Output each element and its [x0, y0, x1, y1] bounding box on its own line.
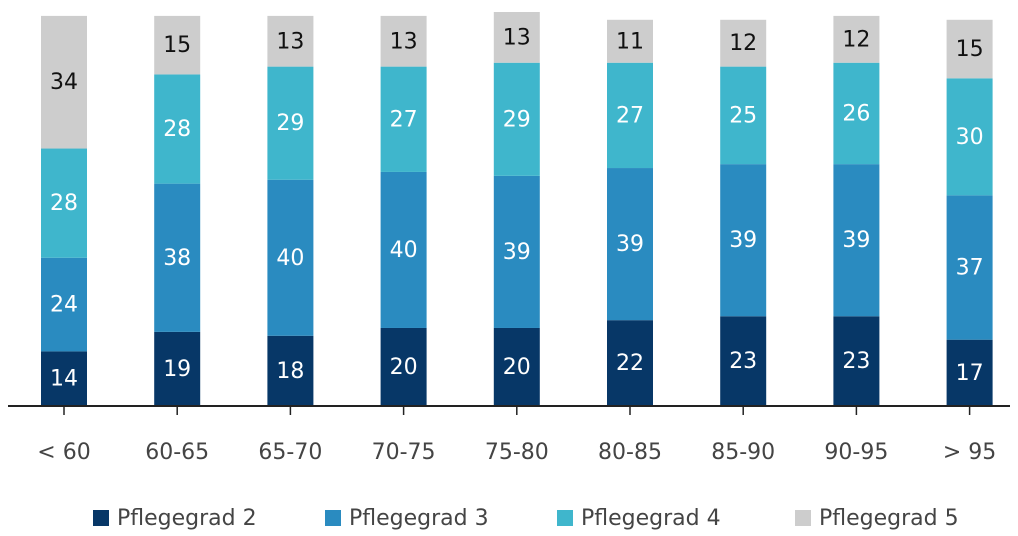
x-tick-label: 80-85 — [598, 440, 662, 465]
value-label: 34 — [50, 70, 78, 95]
bar-segment — [41, 351, 87, 406]
bar-segment — [493, 12, 540, 63]
value-label: 39 — [842, 228, 870, 253]
bar-segment — [154, 15, 201, 75]
bar-segment — [380, 66, 427, 172]
bar-segment — [41, 148, 87, 258]
value-label: 39 — [616, 232, 644, 257]
bar-segment — [493, 327, 540, 406]
bar-segment — [720, 66, 767, 165]
value-label: 29 — [276, 111, 304, 136]
x-tick-label: 65-70 — [258, 440, 322, 465]
legend-label: Pflegegrad 4 — [581, 506, 721, 531]
bar-segment — [380, 15, 427, 67]
value-label: 11 — [616, 29, 644, 54]
x-tick-label: < 60 — [37, 440, 90, 465]
x-tick-label: 75-80 — [485, 440, 549, 465]
value-label: 19 — [163, 357, 191, 382]
value-label: 27 — [616, 103, 644, 128]
value-label: 23 — [842, 349, 870, 374]
legend-swatch — [557, 510, 573, 526]
value-label: 26 — [842, 101, 870, 126]
bar-segment — [946, 195, 993, 340]
value-label: 20 — [390, 355, 418, 380]
value-label: 25 — [729, 103, 757, 128]
bar-segment — [833, 316, 880, 406]
value-label: 12 — [729, 31, 757, 56]
value-label: 30 — [956, 125, 984, 150]
value-label: 12 — [842, 27, 870, 52]
value-label: 39 — [503, 240, 531, 265]
value-label: 13 — [503, 25, 531, 50]
x-tick-label: 60-65 — [145, 440, 209, 465]
bar-segment — [833, 62, 880, 165]
value-label: 23 — [729, 349, 757, 374]
bar-segment — [946, 339, 993, 406]
x-tick-label: 70-75 — [372, 440, 436, 465]
value-label: 17 — [956, 361, 984, 386]
legend-swatch — [93, 510, 109, 526]
bar-segment — [493, 175, 540, 328]
bar-segment — [267, 335, 314, 406]
legend-swatch — [795, 510, 811, 526]
bar-segment — [946, 78, 993, 196]
value-label: 13 — [390, 29, 418, 54]
x-tick-label: > 95 — [943, 440, 996, 465]
bar-segment — [267, 15, 314, 67]
value-label: 24 — [50, 293, 78, 318]
value-label: 15 — [956, 37, 984, 62]
bar-segment — [154, 183, 201, 332]
value-label: 27 — [390, 107, 418, 132]
value-label: 13 — [276, 29, 304, 54]
bar-segment — [946, 19, 993, 79]
bar-segment — [833, 15, 880, 63]
bar-segment — [833, 164, 880, 317]
bar-segment — [720, 316, 767, 406]
bar-segment — [720, 164, 767, 317]
bar-segment — [493, 62, 540, 176]
value-label: 18 — [276, 359, 304, 384]
bar-segment — [380, 171, 427, 328]
value-label: 14 — [50, 367, 78, 392]
bar-segment — [267, 66, 314, 180]
value-label: 40 — [276, 246, 304, 271]
x-tick-label: 90-95 — [824, 440, 888, 465]
bar-segment — [41, 257, 87, 352]
value-label: 29 — [503, 107, 531, 132]
value-label: 15 — [163, 33, 191, 58]
value-label: 22 — [616, 351, 644, 376]
bar-segment — [267, 179, 314, 336]
x-tick-label: 85-90 — [711, 440, 775, 465]
legend-swatch — [325, 510, 341, 526]
bar-segment — [607, 19, 653, 63]
bar-segment — [607, 62, 653, 169]
value-label: 28 — [50, 191, 78, 216]
value-label: 20 — [503, 355, 531, 380]
bar-segment — [720, 19, 767, 67]
legend-label: Pflegegrad 3 — [349, 506, 489, 531]
legend-label: Pflegegrad 2 — [117, 506, 257, 531]
value-label: 40 — [390, 238, 418, 263]
value-label: 38 — [163, 246, 191, 271]
bar-segment — [41, 15, 87, 149]
bar-segment — [154, 331, 201, 406]
bar-segment — [380, 327, 427, 406]
value-label: 28 — [163, 117, 191, 142]
bar-segment — [607, 320, 653, 406]
value-label: 37 — [956, 256, 984, 281]
bar-segment — [607, 168, 653, 321]
value-label: 39 — [729, 228, 757, 253]
legend-label: Pflegegrad 5 — [819, 506, 959, 531]
bar-segment — [154, 74, 201, 184]
